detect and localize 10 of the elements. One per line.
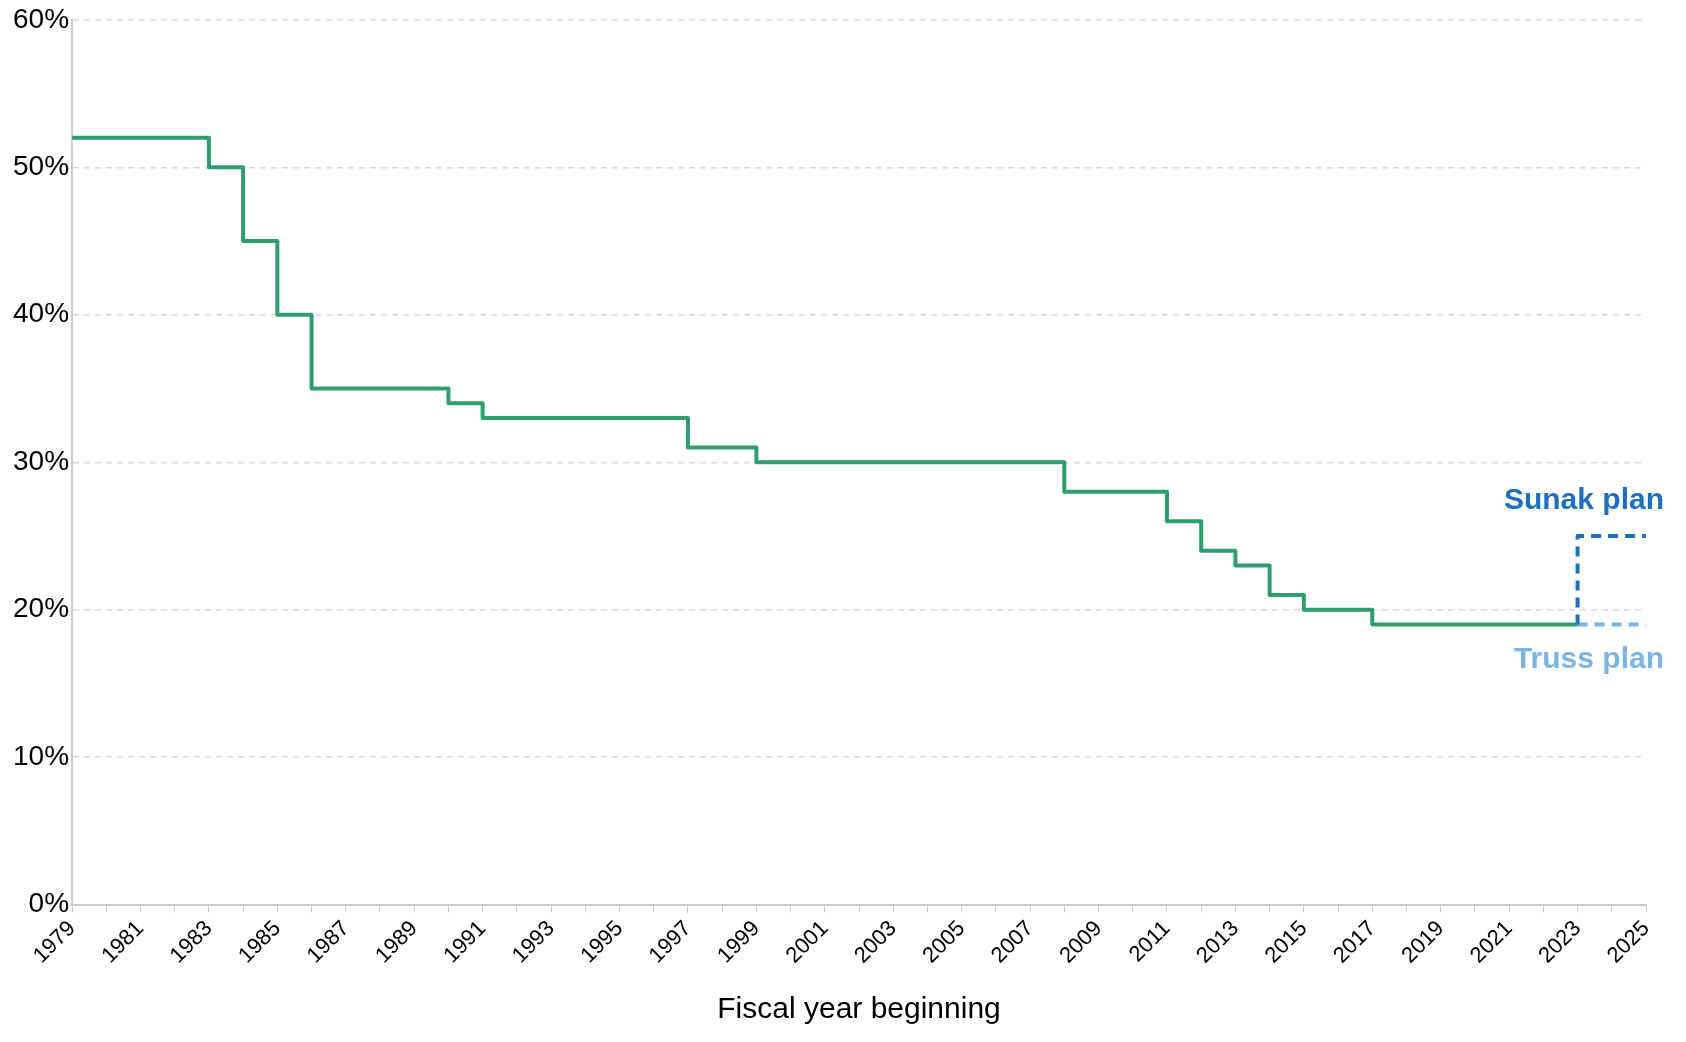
y-tick-label: 10%: [12, 739, 70, 771]
y-tick-label: 30%: [12, 444, 70, 476]
y-tick-label: 40%: [12, 297, 70, 329]
y-tick-label: 20%: [12, 592, 70, 624]
y-tick-label: 0%: [28, 887, 70, 919]
y-tick-label: 60%: [12, 2, 70, 34]
y-tick-label: 50%: [12, 150, 70, 182]
series-label: Truss plan: [1513, 640, 1664, 674]
series-label: Sunak plan: [1503, 482, 1664, 516]
x-axis-title: Fiscal year beginning: [717, 991, 1001, 1025]
